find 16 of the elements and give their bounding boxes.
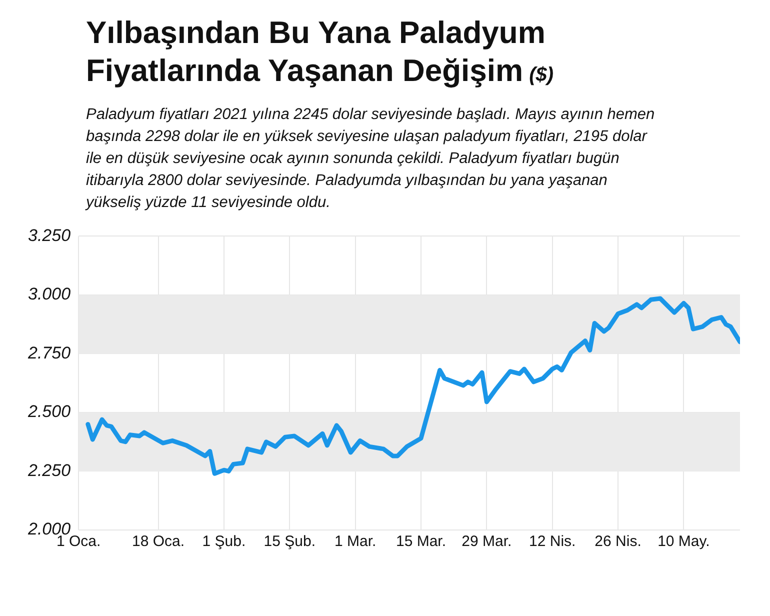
x-tick-label: 1 Şub.	[202, 533, 246, 550]
x-tick-label: 12 Nis.	[529, 533, 576, 550]
x-tick-label: 15 Şub.	[264, 533, 316, 550]
y-tick-label: 3.000	[28, 284, 72, 304]
y-tick-label: 3.250	[28, 226, 72, 245]
text: ($)	[529, 64, 554, 86]
y-tick-label: 2.500	[26, 402, 72, 422]
y-tick-label: 2.750	[26, 343, 72, 362]
x-tick-label: 10 May.	[658, 533, 710, 550]
y-tick-label: 2.250	[26, 460, 72, 480]
x-tick-label: 1 Mar.	[334, 533, 376, 550]
x-tick-label: 18 Oca.	[132, 533, 185, 550]
x-tick-label: 26 Nis.	[594, 533, 642, 550]
x-tick-label: 15 Mar.	[396, 533, 446, 550]
x-tick-label: 29 Mar.	[462, 533, 512, 550]
chart-subtitle: Paladyum fiyatları 2021 yılına 2245 dolar seviyesinde başladı. Mayıs ayının hemen başında 2298 dolar ile en yüksek seviyesine ulaşan paladyum fiyatları, 2195 dolar ile en düşük seviyesine ocak ayının sonunda çekildi. Paladyum fiyatları bugün itibarıyla 2800 dolar seviyesinde. Paladyumda yılbaşından bu yana yaşanan yükseliş yüzde 11 seviyesinde oldu.	[86, 105, 656, 213]
